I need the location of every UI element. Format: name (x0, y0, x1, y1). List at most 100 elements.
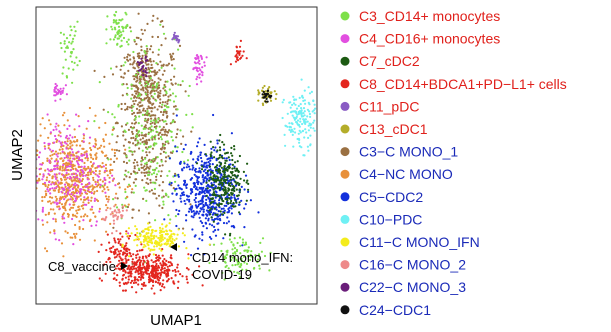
point-c3-cd14-monocytes (141, 149, 144, 152)
point-c3-cd14-monocytes (164, 104, 167, 107)
point-c8-cd14-bdca1-pd-l1-cells (169, 256, 172, 259)
point-c3-cd14-monocytes (98, 81, 101, 84)
point-c3-cd14-monocytes (165, 140, 168, 143)
point-c3-c-mono-1 (170, 184, 173, 187)
point-c3-cd14-monocytes (105, 42, 108, 45)
point-c8-cd14-bdca1-pd-l1-cells (118, 268, 122, 271)
point-c5-cdc2 (230, 207, 233, 210)
point-c4-cd16-monocytes (55, 128, 58, 131)
point-c4-cd16-monocytes (104, 169, 107, 172)
point-c3-cd14-monocytes (138, 92, 141, 96)
point-c3-c-mono-1 (115, 141, 118, 144)
point-c5-cdc2 (223, 209, 226, 212)
point-c8-cd14-bdca1-pd-l1-cells (118, 259, 121, 262)
point-c3-cd14-monocytes (63, 50, 66, 53)
point-c8-cd14-bdca1-pd-l1-cells (104, 272, 107, 275)
cluster-c3-cd14-monocytes (105, 10, 136, 48)
point-c5-cdc2 (229, 163, 232, 166)
point-c3-cd14-monocytes (165, 193, 168, 196)
point-c4-nc-mono (69, 157, 72, 160)
point-c5-cdc2 (214, 190, 217, 193)
point-c10-pdc (306, 120, 309, 123)
point-c4-nc-mono (115, 192, 118, 195)
point-c4-cd16-monocytes (67, 165, 71, 168)
point-c4-nc-mono (109, 222, 112, 225)
point-c7-cdc2 (219, 133, 222, 137)
point-c11-c-mono-ifn (150, 237, 153, 241)
point-c4-nc-mono (55, 158, 58, 161)
point-c8-cd14-bdca1-pd-l1-cells (112, 245, 115, 248)
point-c3-cd14-monocytes (249, 258, 252, 262)
point-c4-nc-mono (101, 190, 104, 193)
point-c3-cd14-monocytes (63, 42, 66, 45)
point-c4-cd16-monocytes (97, 165, 100, 168)
point-c4-nc-mono (83, 161, 86, 165)
point-c11-pdc (178, 39, 181, 42)
point-c4-nc-mono (44, 183, 47, 186)
point-c8-cd14-bdca1-pd-l1-cells (113, 237, 116, 240)
point-c3-cd14-monocytes (268, 269, 271, 272)
point-c4-nc-mono (61, 169, 64, 172)
point-c3-c-mono-1 (148, 151, 151, 154)
point-c3-c-mono-1 (158, 204, 161, 207)
point-c3-cd14-monocytes (156, 162, 159, 165)
point-c3-c-mono-1 (157, 133, 160, 137)
point-c7-cdc2 (238, 191, 241, 194)
point-c3-c-mono-1 (161, 119, 164, 122)
point-c4-cd16-monocytes (31, 170, 33, 172)
point-c3-c-mono-1 (123, 152, 127, 155)
point-c13-cdc1 (274, 97, 277, 100)
point-c4-nc-mono (49, 208, 53, 211)
point-c10-pdc (302, 107, 306, 110)
point-c5-cdc2 (233, 196, 236, 199)
point-c11-c-mono-ifn (136, 244, 139, 247)
point-c3-c-mono-1 (146, 86, 149, 89)
point-c3-c-mono-1 (143, 168, 146, 171)
point-c8-cd14-bdca1-pd-l1-cells (114, 267, 117, 270)
point-c3-c-mono-1 (131, 63, 134, 66)
point-c8-cd14-bdca1-pd-l1-cells (163, 258, 166, 261)
point-c3-cd14-monocytes (74, 30, 77, 33)
point-c7-cdc2 (214, 180, 217, 183)
point-c3-cd14-monocytes (154, 219, 157, 222)
point-c3-c-mono-1 (164, 130, 168, 133)
point-c5-cdc2 (198, 216, 201, 219)
point-c4-nc-mono (111, 168, 114, 172)
point-c7-cdc2 (208, 179, 211, 182)
point-c11-c-mono-ifn (156, 241, 160, 244)
point-c4-nc-mono (64, 230, 67, 233)
point-c3-cd14-monocytes (69, 34, 72, 37)
legend-swatch-c4-nc-mono (340, 169, 350, 179)
point-c8-cd14-bdca1-pd-l1-cells (153, 292, 156, 295)
point-c3-c-mono-1 (132, 66, 135, 69)
point-c3-c-mono-1 (144, 124, 147, 127)
point-c4-nc-mono (85, 150, 88, 153)
point-c3-cd14-monocytes (117, 30, 120, 33)
point-c3-c-mono-1 (163, 133, 166, 136)
point-c4-nc-mono (109, 158, 112, 161)
point-c4-nc-mono (107, 195, 110, 198)
point-c4-cd16-monocytes (195, 67, 198, 70)
point-c8-cd14-bdca1-pd-l1-cells (159, 262, 162, 265)
point-c7-cdc2 (232, 185, 235, 188)
point-c7-cdc2 (211, 193, 214, 196)
point-c3-c-mono-1 (157, 53, 160, 56)
point-c5-cdc2 (202, 195, 205, 198)
point-c10-pdc (303, 110, 306, 113)
point-c4-nc-mono (126, 196, 129, 199)
point-c3-cd14-monocytes (162, 200, 165, 203)
point-c8-cd14-bdca1-pd-l1-cells (128, 248, 131, 251)
point-c4-cd16-monocytes (196, 70, 199, 73)
point-c8-cd14-bdca1-pd-l1-cells (112, 251, 115, 254)
point-c5-cdc2 (197, 212, 200, 215)
point-c4-cd16-monocytes (81, 160, 84, 163)
point-c5-cdc2 (217, 228, 220, 231)
point-c3-c-mono-1 (155, 125, 158, 128)
point-c3-c-mono-1 (161, 189, 164, 192)
point-c4-nc-mono (43, 145, 46, 148)
annotation-arrow (170, 243, 177, 251)
point-c5-cdc2 (199, 151, 203, 154)
point-c4-nc-mono (71, 206, 75, 209)
y-axis-label: UMAP2 (9, 129, 26, 181)
point-c7-cdc2 (210, 216, 213, 219)
